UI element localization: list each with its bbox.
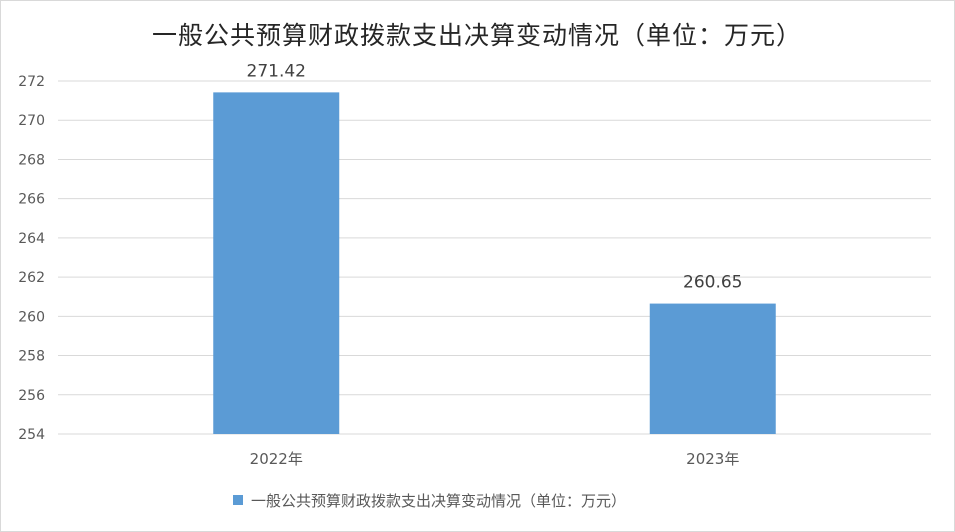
y-tick-label: 264	[18, 231, 45, 247]
y-tick-label: 266	[18, 192, 45, 208]
y-tick-label: 272	[18, 74, 45, 90]
y-tick-label: 256	[18, 388, 45, 404]
bar-value-label: 260.65	[683, 273, 742, 293]
legend: 一般公共预算财政拨款支出决算变动情况（单位：万元）	[233, 492, 626, 510]
y-tick-label: 260	[18, 309, 45, 325]
y-tick-label: 254	[18, 427, 45, 443]
bars: 271.42 260.65	[213, 61, 776, 434]
y-axis-ticks: 254 256 258 260 262 264 266 268 270 272	[18, 74, 45, 443]
chart-title: 一般公共预算财政拨款支出决算变动情况（单位：万元）	[152, 21, 802, 50]
y-tick-label: 262	[18, 270, 45, 286]
y-tick-label: 270	[18, 113, 45, 129]
bar	[649, 303, 776, 434]
x-tick-label: 2023年	[686, 450, 739, 468]
bar	[213, 92, 340, 434]
x-tick-label: 2022年	[250, 450, 303, 468]
legend-swatch	[233, 495, 243, 505]
gridlines	[58, 80, 931, 435]
legend-label: 一般公共预算财政拨款支出决算变动情况（单位：万元）	[251, 492, 626, 510]
y-tick-label: 258	[18, 349, 45, 365]
x-axis-ticks: 2022年 2023年	[250, 450, 740, 468]
y-tick-label: 268	[18, 152, 45, 168]
bar-value-label: 271.42	[247, 61, 306, 81]
